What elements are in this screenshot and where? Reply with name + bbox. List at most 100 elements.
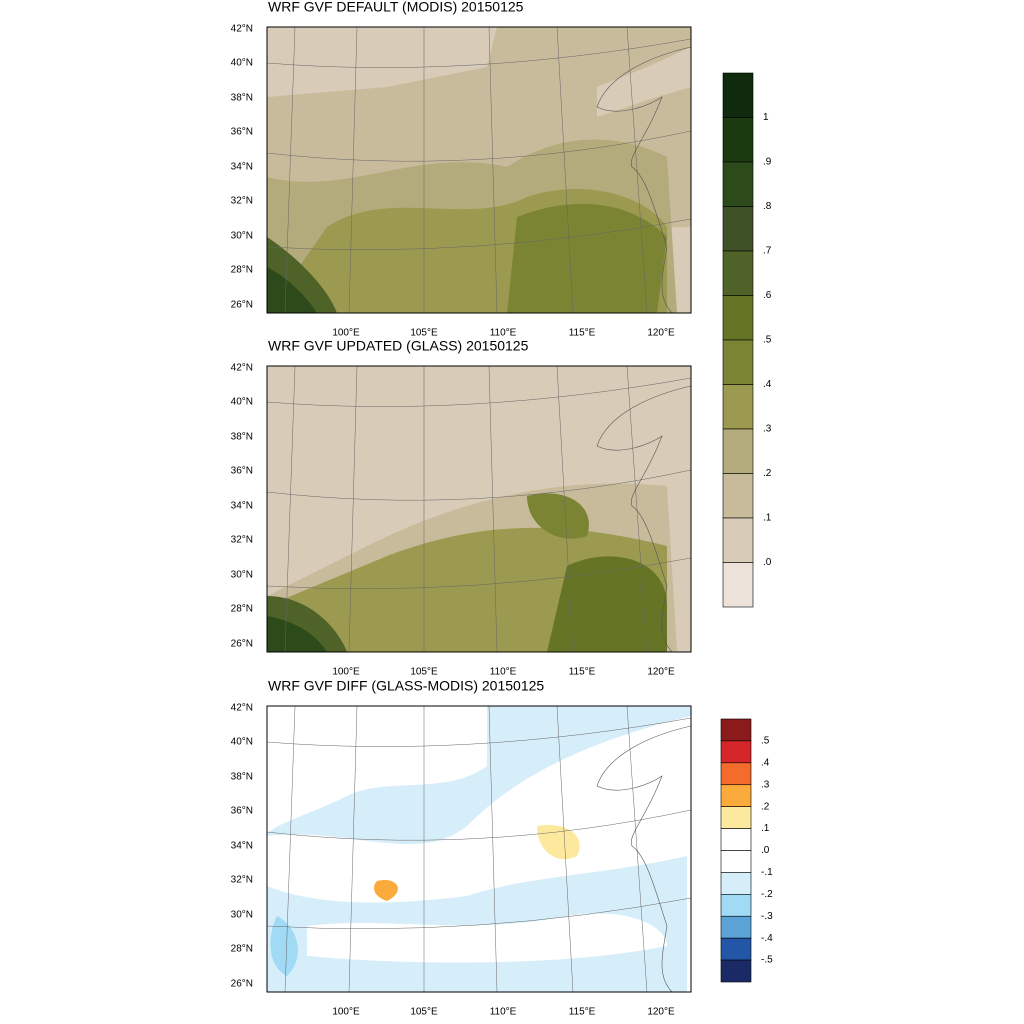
meridian [556,706,574,992]
lat-label: 26°N [231,300,253,311]
colorbar-label: .8 [763,201,772,212]
lon-label: 105°E [410,328,438,339]
meridian [348,366,358,652]
colorbar-box [720,718,752,742]
colorbar-box [722,517,754,563]
map-field [267,366,691,652]
colorbar-box [722,117,754,163]
colorbar-box [722,72,754,118]
lat-label: 38°N [231,432,253,443]
colorbar-label: -.2 [761,889,773,900]
map-region [307,913,667,963]
map-region [597,47,691,117]
lon-label: 110°E [490,1007,517,1018]
meridian [556,366,574,652]
lon-label: 120°E [647,667,675,678]
parallel [267,130,691,162]
panel-title: WRF GVF DIFF (GLASS-MODIS) 20150125 [268,678,544,694]
lat-label: 32°N [231,196,253,207]
colorbar-box [720,784,752,807]
parallel [267,469,691,501]
parallel [267,377,691,407]
parallel [267,557,691,590]
meridian [626,366,648,652]
colorbar-label: -.3 [761,911,773,922]
map-region [547,556,667,652]
colorbar-label: .7 [763,246,772,257]
parallel [267,809,691,841]
lat-label: 36°N [231,127,253,138]
colorbar-box [720,959,752,983]
meridian [284,706,296,992]
colorbar-label: .3 [761,779,770,790]
lon-label: 100°E [332,667,360,678]
colorbar-label: .2 [763,468,772,479]
lat-label: 40°N [231,58,253,69]
lon-label: 105°E [410,1007,438,1018]
lat-label: 28°N [231,265,253,276]
map-region [507,203,667,313]
lat-label: 26°N [231,639,253,650]
colorbar-label: .1 [761,823,770,834]
parallel [267,897,691,930]
lon-label: 115°E [569,667,596,678]
colorbar-box [722,295,754,341]
colorbar-label: .4 [761,757,770,768]
colorbar-box [720,937,752,961]
colorbar-label: .0 [761,845,770,856]
lat-label: 34°N [231,841,253,852]
lat-label: 36°N [231,806,253,817]
lat-label: 36°N [231,466,253,477]
lon-label: 115°E [569,1007,596,1018]
map-region [270,916,298,976]
map-frame [266,365,692,653]
colorbar-label: 1 [763,112,769,123]
colorbar-label: .5 [763,335,772,346]
map-frame [266,705,692,993]
colorbar-box [722,562,754,608]
map-region [374,880,398,901]
panel-title: WRF GVF DEFAULT (MODIS) 20150125 [268,0,524,15]
colorbar-box [720,828,752,851]
map-region [267,616,327,652]
meridian [284,366,296,652]
lat-label: 42°N [231,703,253,714]
map-frame [266,26,692,314]
colorbar-label: .2 [761,801,770,812]
colorbar-box [720,806,752,829]
lat-label: 32°N [231,875,253,886]
lon-label: 115°E [569,328,596,339]
lon-label: 120°E [647,328,675,339]
coastline [596,46,691,313]
meridian [488,27,498,313]
meridian [626,706,648,992]
lat-label: 40°N [231,397,253,408]
colorbar-box [722,473,754,519]
colorbar-label: .0 [763,557,772,568]
lat-label: 42°N [231,24,253,35]
parallel [267,38,691,68]
colorbar-box [720,894,752,917]
lat-label: 38°N [231,772,253,783]
parallel [267,717,691,747]
meridian [488,706,498,992]
meridian [488,366,498,652]
colorbar-box [722,384,754,430]
map-region [527,493,589,539]
lat-label: 28°N [231,604,253,615]
lon-label: 110°E [490,667,517,678]
colorbar-label: .1 [763,513,772,524]
colorbar-box [720,915,752,939]
colorbar-label: .4 [763,379,772,390]
colorbar-box [720,850,752,873]
lon-label: 100°E [332,328,360,339]
colorbar-label: -.1 [761,867,773,878]
map-field [267,706,691,992]
map-region [267,706,691,845]
colorbar-label: .3 [763,424,772,435]
lon-label: 105°E [410,667,438,678]
lon-label: 120°E [647,1007,675,1018]
lat-label: 32°N [231,535,253,546]
lat-label: 28°N [231,944,253,955]
meridian [284,27,296,313]
